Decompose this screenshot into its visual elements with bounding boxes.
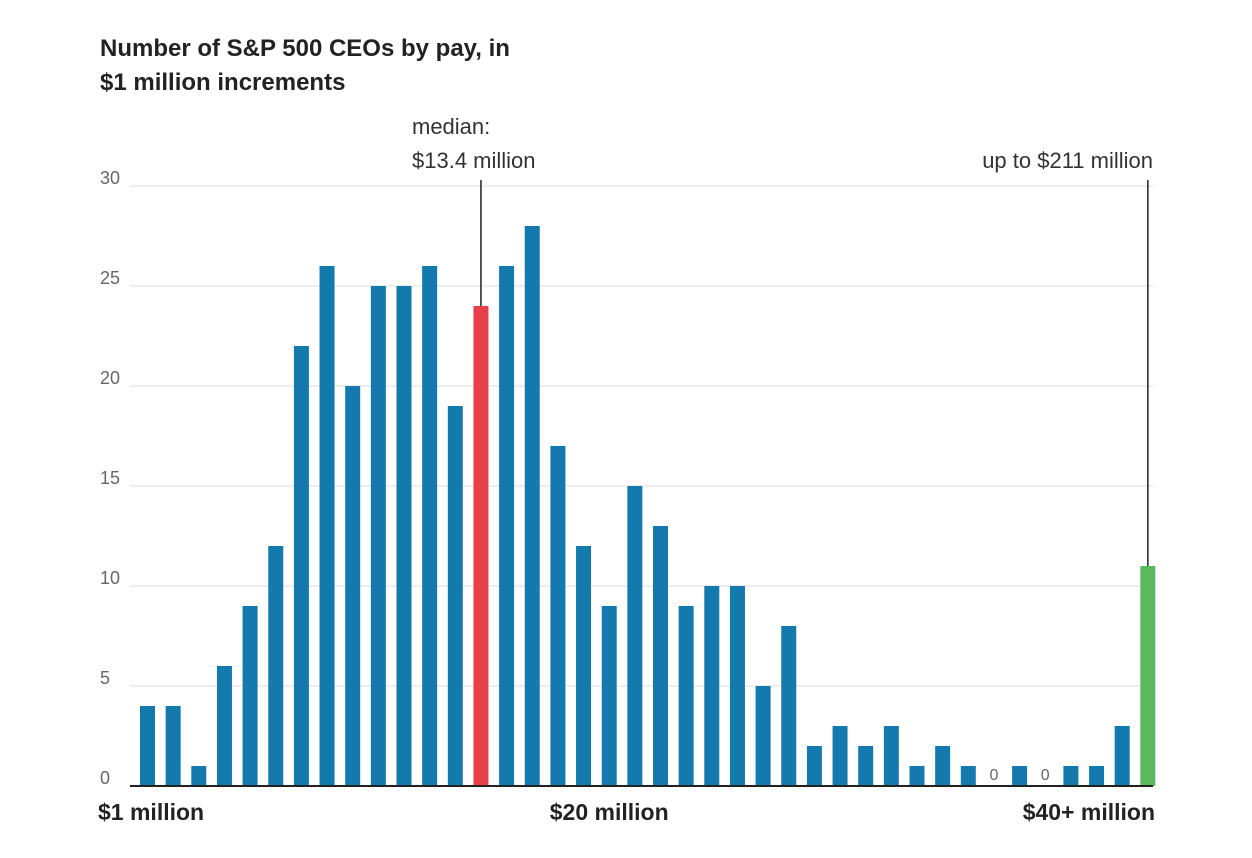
bar — [140, 706, 155, 786]
bar — [653, 526, 668, 786]
y-tick-label: 5 — [100, 668, 110, 688]
bar — [345, 386, 361, 786]
bar — [242, 606, 258, 786]
bar — [704, 586, 720, 786]
bar — [806, 746, 822, 786]
bar — [1063, 766, 1079, 786]
bar — [678, 606, 694, 786]
chart-title-line-1: Number of S&P 500 CEOs by pay, in — [100, 35, 510, 62]
top-annotation-label: up to $211 million — [982, 148, 1153, 173]
bar — [499, 266, 515, 786]
y-tick-label: 10 — [100, 568, 120, 588]
bar — [1089, 766, 1105, 786]
bar — [883, 726, 899, 786]
median-annotation-label: $13.4 million — [412, 148, 536, 173]
zero-value-label: 0 — [989, 767, 998, 784]
bar — [191, 766, 207, 786]
bar — [550, 446, 566, 786]
bar — [422, 266, 438, 786]
bar — [627, 486, 643, 786]
top-bar — [1140, 566, 1156, 786]
bar — [293, 346, 309, 786]
median-bar — [473, 306, 489, 786]
bar — [165, 706, 181, 786]
bar — [729, 586, 745, 786]
median-annotation-label: median: — [412, 114, 490, 139]
bar — [1012, 766, 1028, 786]
chart-title-line-2: $1 million increments — [100, 69, 346, 96]
bar — [447, 406, 463, 786]
x-tick-label: $20 million — [550, 799, 669, 825]
bar — [370, 286, 386, 786]
chart-title: Number of S&P 500 CEOs by pay, in $1 mil… — [100, 32, 660, 100]
y-tick-label: 20 — [100, 368, 120, 388]
bar — [935, 746, 951, 786]
bar — [781, 626, 797, 786]
bar — [216, 666, 232, 786]
bar — [858, 746, 874, 786]
bar — [909, 766, 925, 786]
bar — [601, 606, 617, 786]
bar — [755, 686, 771, 786]
x-tick-label: $1 million — [98, 799, 204, 825]
y-tick-label: 30 — [100, 168, 120, 188]
bar — [396, 286, 412, 786]
y-tick-label: 0 — [100, 768, 110, 788]
bar — [268, 546, 284, 786]
bar — [832, 726, 848, 786]
bar — [1114, 726, 1130, 786]
x-tick-label: $40+ million — [1023, 799, 1155, 825]
bar — [319, 266, 335, 786]
bar — [576, 546, 592, 786]
bar — [960, 766, 976, 786]
bar — [524, 226, 540, 786]
y-tick-label: 15 — [100, 468, 120, 488]
y-tick-label: 25 — [100, 268, 120, 288]
zero-value-label: 0 — [1041, 767, 1050, 784]
